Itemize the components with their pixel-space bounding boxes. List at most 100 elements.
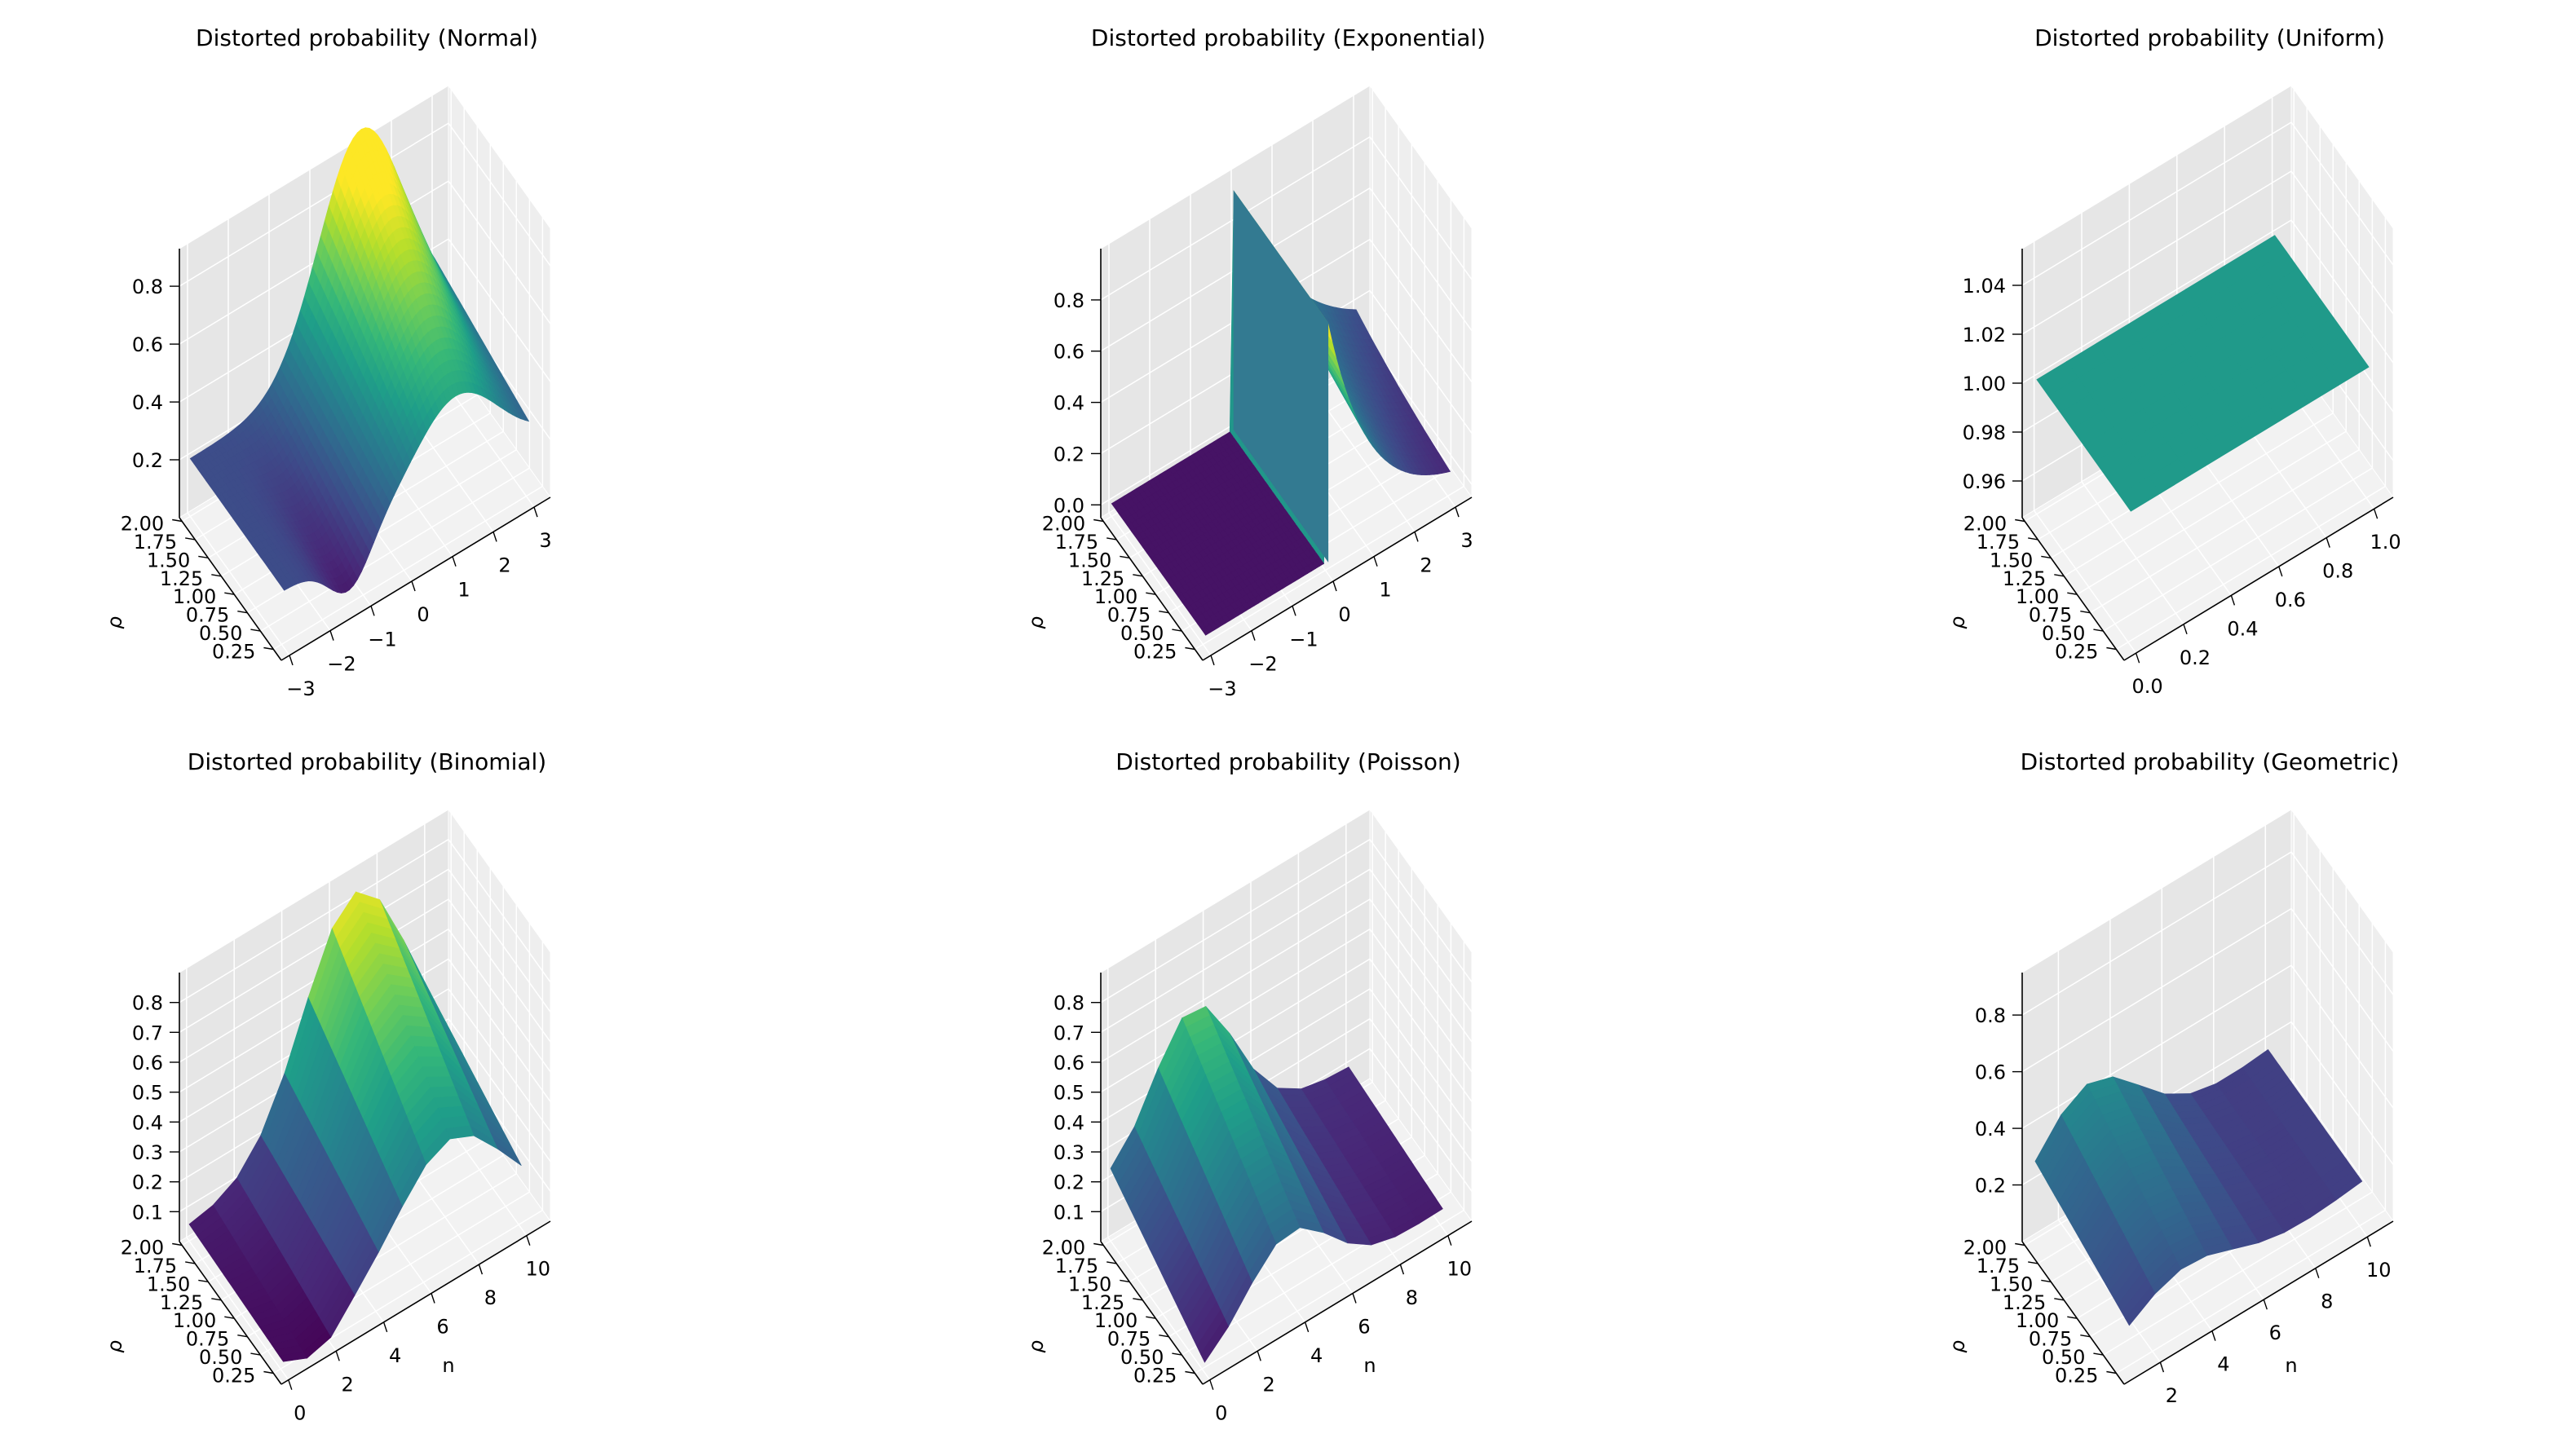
y-tick-label: 0.50 xyxy=(2042,622,2085,645)
x-tick-label: 2 xyxy=(498,554,510,576)
y-axis-line xyxy=(1100,517,1204,661)
y-tick xyxy=(2015,518,2025,523)
y-tick xyxy=(1133,574,1143,577)
z-tick-label: 0.3 xyxy=(1053,1141,1084,1164)
gridline xyxy=(448,929,551,1073)
y-tick-label: 1.25 xyxy=(1081,567,1124,590)
y-tick xyxy=(237,611,248,614)
x-tick-label: 3 xyxy=(539,529,551,552)
gridline xyxy=(2089,449,2360,614)
x-tick xyxy=(329,630,334,641)
subplot-title: Distorted probability (Binomial) xyxy=(188,748,546,775)
y-tick xyxy=(1185,646,1195,651)
surface-patch xyxy=(2189,1173,2220,1181)
gridline xyxy=(2063,413,2334,577)
gridline xyxy=(179,839,449,1004)
y-tick-label: 1.00 xyxy=(173,585,216,608)
y-tick-label: 0.50 xyxy=(199,622,242,645)
y-tick-label: 0.25 xyxy=(2055,641,2098,664)
y-tick-label: 1.75 xyxy=(134,531,177,554)
x-tick-label: −1 xyxy=(368,628,396,651)
x-tick-label: 3 xyxy=(1460,529,1473,552)
x-tick xyxy=(2278,566,2283,577)
z-tick-label: 1.04 xyxy=(1963,275,2006,298)
x-tick-label: 0.4 xyxy=(2227,617,2258,640)
x-tick-label: 0.6 xyxy=(2275,589,2306,611)
y-axis-label: ρ xyxy=(1023,613,1049,631)
y-tick-label: 2.00 xyxy=(1963,513,2007,536)
surface-patch xyxy=(406,1025,435,1038)
subplot-title: Distorted probability (Uniform) xyxy=(2034,24,2385,51)
surface-plot-uniform: 0.00.20.40.60.81.00.250.500.751.001.251.… xyxy=(1945,84,2401,698)
y-tick-label: 1.25 xyxy=(160,567,203,590)
z-tick-label: 0.96 xyxy=(1963,470,2006,493)
x-tick xyxy=(1251,630,1256,641)
x-tick-label: 0 xyxy=(294,1402,306,1425)
z-tick-label: 0.1 xyxy=(132,1201,163,1224)
y-tick xyxy=(250,629,261,632)
y-tick xyxy=(2054,574,2065,577)
y-tick xyxy=(2028,537,2038,540)
gridline xyxy=(1369,239,1473,383)
subplot-title: Distorted probability (Geometric) xyxy=(2021,748,2400,775)
x-tick-label: 0.2 xyxy=(2180,646,2211,669)
z-tick-label: 0.8 xyxy=(132,992,163,1015)
y-tick xyxy=(224,592,235,595)
x-tick-label: 8 xyxy=(1406,1286,1418,1309)
x-tick-label: −3 xyxy=(1208,677,1236,700)
gridline xyxy=(2290,121,2394,266)
y-tick-label: 1.75 xyxy=(1055,531,1098,554)
x-tick-label: −2 xyxy=(327,653,356,676)
z-tick-label: 0.0 xyxy=(1053,494,1084,517)
subplot-exponential: Distorted probability (Exponential) −3 −2… xyxy=(1023,24,1486,700)
x-tick-label: −1 xyxy=(1289,628,1318,651)
gridline xyxy=(179,868,449,1033)
y-tick-label: 2.00 xyxy=(1042,1237,1085,1260)
surface-patch xyxy=(2167,1180,2198,1189)
gridline xyxy=(2290,219,2394,364)
y-tick-label: 2.00 xyxy=(121,1237,164,1260)
subplot-binomial: Distorted probability (Binomial) 0 2 4 6 8 10… xyxy=(102,748,551,1425)
surface-patch xyxy=(2163,1173,2194,1182)
x-axis-line xyxy=(280,496,551,661)
surface-patch xyxy=(422,1066,451,1078)
gridline xyxy=(448,238,551,382)
x-tick xyxy=(1332,580,1337,592)
x-axis-label: n xyxy=(442,1354,454,1377)
x-tick-label: 1.0 xyxy=(2370,531,2401,554)
x-tick-label: 6 xyxy=(2269,1321,2281,1344)
z-tick-label: 0.98 xyxy=(1963,421,2006,444)
z-tick-label: 0.2 xyxy=(132,1171,163,1194)
z-tick-label: 0.2 xyxy=(1975,1175,2006,1198)
x-tick-label: 6 xyxy=(436,1316,448,1339)
x-tick-label: 0 xyxy=(1338,603,1350,626)
surface-patch xyxy=(1284,1101,1314,1109)
x-tick xyxy=(370,606,375,616)
gridline xyxy=(179,122,449,287)
x-tick-label: 0.0 xyxy=(2132,675,2163,698)
surface-patch xyxy=(417,1056,447,1068)
z-tick-label: 0.8 xyxy=(1053,289,1084,312)
y-tick xyxy=(263,646,274,651)
z-tick-label: 0.7 xyxy=(132,1021,163,1044)
y-tick xyxy=(2093,629,2104,632)
x-tick-label: 8 xyxy=(2321,1291,2333,1313)
x-tick xyxy=(1455,506,1460,518)
z-tick-label: 0.2 xyxy=(1053,1171,1084,1194)
y-tick xyxy=(1106,537,1117,540)
gridline xyxy=(2021,170,2292,335)
x-tick xyxy=(2373,508,2379,519)
surface-plot-normal: −3 −2 −1 0 1 2 3 0.250.500.751.001.251.501.752.… xyxy=(102,84,552,700)
y-tick xyxy=(1172,629,1182,632)
x-tick-label: 4 xyxy=(2217,1353,2229,1376)
x-tick-label: 0 xyxy=(1215,1402,1227,1425)
y-tick-label: 1.50 xyxy=(1068,549,1111,571)
surface-patch xyxy=(1276,1088,1305,1096)
y-tick-label: 0.50 xyxy=(1120,622,1164,645)
gridline xyxy=(448,180,551,324)
x-tick xyxy=(1292,606,1296,616)
y-tick xyxy=(1146,592,1156,595)
gridline xyxy=(1369,188,1473,332)
x-tick xyxy=(1210,655,1215,666)
x-tick xyxy=(2135,652,2140,664)
